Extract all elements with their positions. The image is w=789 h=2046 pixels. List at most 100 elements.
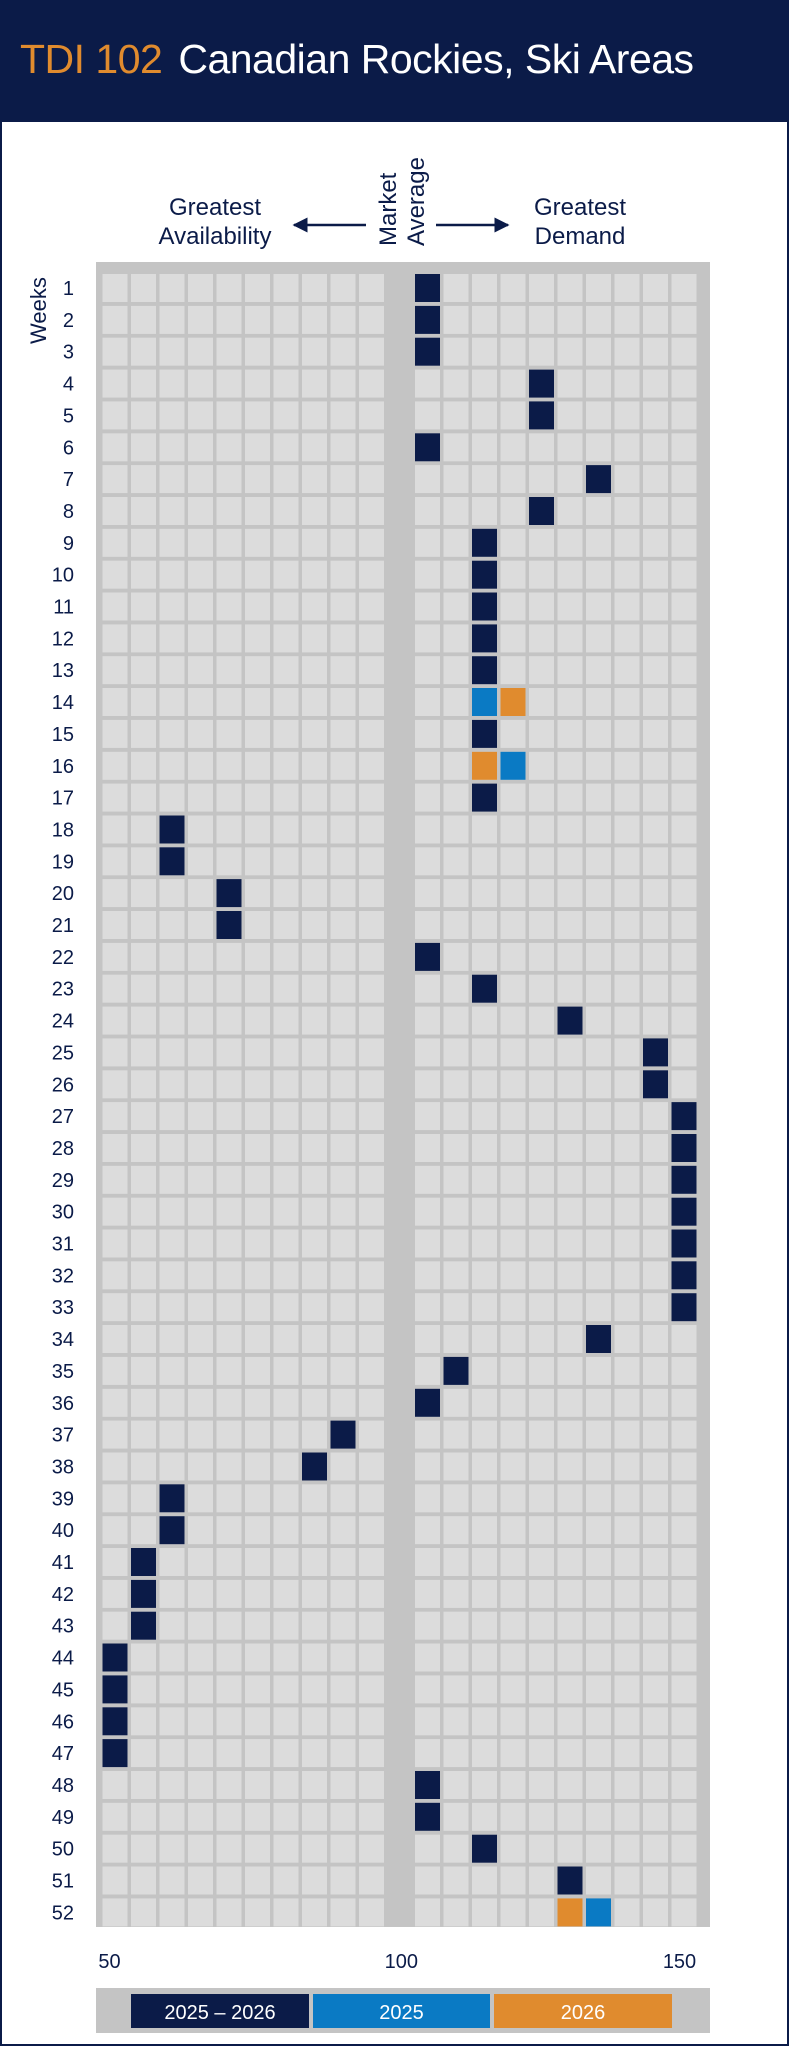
grid-cell bbox=[302, 497, 327, 525]
grid-cell bbox=[245, 497, 270, 525]
grid-cell bbox=[472, 1070, 497, 1099]
grid-cell bbox=[330, 1771, 356, 1799]
grid-cell bbox=[614, 337, 640, 366]
grid-cell bbox=[188, 974, 213, 1003]
grid-cell bbox=[359, 1675, 384, 1704]
grid-cell bbox=[557, 1834, 583, 1863]
grid-cell bbox=[245, 1420, 270, 1449]
grid-cell bbox=[500, 1229, 526, 1258]
grid-cell bbox=[443, 1548, 469, 1576]
demand-mark-y2026 bbox=[557, 1898, 583, 1927]
grid-cell bbox=[330, 1834, 356, 1863]
grid-cell bbox=[159, 1611, 185, 1640]
demand-mark-both bbox=[415, 305, 440, 334]
demand-mark-both bbox=[159, 1516, 185, 1545]
grid-cell bbox=[643, 560, 668, 589]
grid-cell bbox=[472, 401, 497, 430]
grid-cell bbox=[245, 688, 270, 716]
grid-cell bbox=[500, 401, 526, 430]
grid-cell bbox=[557, 1420, 583, 1449]
grid-cell bbox=[216, 624, 242, 653]
week-label: 39 bbox=[52, 1488, 74, 1510]
grid-cell bbox=[159, 401, 185, 430]
grid-cell bbox=[415, 879, 440, 908]
grid-cell bbox=[614, 560, 640, 589]
grid-cell bbox=[472, 1548, 497, 1576]
grid-cell bbox=[273, 1134, 299, 1162]
grid-cell bbox=[500, 497, 526, 525]
grid-cell bbox=[330, 1707, 356, 1736]
grid-cell bbox=[159, 465, 185, 494]
grid-cell bbox=[330, 1070, 356, 1099]
grid-cell bbox=[671, 1356, 697, 1385]
grid-cell bbox=[643, 1675, 668, 1704]
grid-cell bbox=[273, 1834, 299, 1863]
week-label: 11 bbox=[53, 597, 74, 619]
grid-cell bbox=[359, 592, 384, 621]
grid-cell bbox=[643, 719, 668, 748]
grid-cell bbox=[557, 592, 583, 621]
grid-cell bbox=[330, 751, 356, 780]
demand-mark-both bbox=[102, 1739, 128, 1768]
grid-cell bbox=[443, 1611, 469, 1640]
grid-cell bbox=[131, 783, 156, 812]
week-labels: 1234567891011121314151617181920212223242… bbox=[52, 278, 74, 1924]
grid-cell bbox=[529, 337, 554, 366]
grid-cell bbox=[302, 1611, 327, 1640]
demand-mark-both bbox=[472, 624, 497, 653]
week-label: 20 bbox=[52, 883, 74, 905]
grid-cell bbox=[586, 1356, 611, 1385]
grid-cell bbox=[359, 274, 384, 302]
grid-cell bbox=[188, 624, 213, 653]
data-marks bbox=[102, 274, 697, 1927]
grid-cell bbox=[415, 911, 440, 939]
grid-cell bbox=[614, 1675, 640, 1704]
grid-cell bbox=[472, 1197, 497, 1226]
grid-cell bbox=[671, 1866, 697, 1895]
grid-cell bbox=[472, 1739, 497, 1768]
week-label: 51 bbox=[52, 1871, 74, 1893]
grid-cell bbox=[415, 1643, 440, 1672]
grid-cell bbox=[643, 433, 668, 462]
grid-cell bbox=[302, 974, 327, 1003]
grid-cell bbox=[643, 1229, 668, 1258]
week-label: 3 bbox=[63, 342, 74, 364]
grid-cell bbox=[273, 337, 299, 366]
week-label: 42 bbox=[52, 1584, 74, 1606]
grid-cell bbox=[557, 401, 583, 430]
grid-cell bbox=[614, 1070, 640, 1099]
demand-mark-both bbox=[159, 815, 185, 844]
grid-cell bbox=[443, 401, 469, 430]
demand-mark-both bbox=[472, 783, 497, 812]
week-label: 32 bbox=[52, 1265, 74, 1287]
grid-cell bbox=[529, 1420, 554, 1449]
grid-cell bbox=[302, 1070, 327, 1099]
grid-cell bbox=[586, 1452, 611, 1481]
grid-cell bbox=[643, 1834, 668, 1863]
grid-cell bbox=[359, 1611, 384, 1640]
grid-cell bbox=[359, 1006, 384, 1035]
grid-cell bbox=[614, 1293, 640, 1322]
grid-cell bbox=[102, 1388, 128, 1417]
legend-swatch-both bbox=[131, 1994, 309, 2028]
grid-cell bbox=[500, 942, 526, 971]
grid-cell bbox=[500, 1165, 526, 1194]
grid-cell bbox=[216, 1325, 242, 1353]
demand-mark-both bbox=[472, 1834, 497, 1863]
grid-cell bbox=[131, 942, 156, 971]
grid-cell bbox=[586, 274, 611, 302]
grid-cell bbox=[472, 1293, 497, 1322]
grid-cell bbox=[586, 847, 611, 876]
grid-cell bbox=[273, 847, 299, 876]
grid-cell bbox=[529, 783, 554, 812]
grid-cell bbox=[159, 1356, 185, 1385]
grid-cell bbox=[614, 847, 640, 876]
grid-cell bbox=[273, 942, 299, 971]
grid-cell bbox=[614, 433, 640, 462]
grid-cell bbox=[188, 497, 213, 525]
grid-cell bbox=[472, 1356, 497, 1385]
grid-cell bbox=[302, 911, 327, 939]
grid-cell bbox=[330, 1165, 356, 1194]
week-label: 29 bbox=[52, 1170, 74, 1192]
demand-mark-both bbox=[643, 1038, 668, 1067]
